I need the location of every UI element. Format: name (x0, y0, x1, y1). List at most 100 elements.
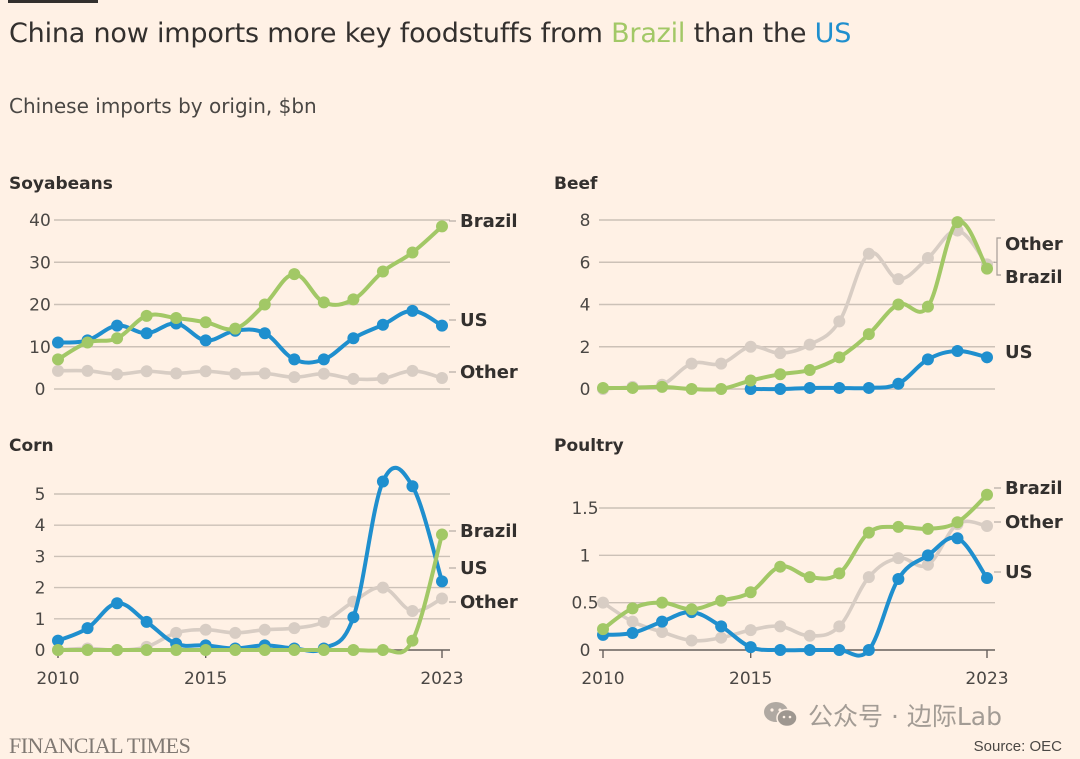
chart-subtitle: Chinese imports by origin, $bn (9, 94, 317, 118)
point-other (803, 338, 816, 351)
panel-title: Beef (554, 174, 598, 194)
point-us (833, 381, 846, 394)
point-brazil (436, 528, 448, 541)
title-us: US (814, 18, 852, 49)
point-other (140, 365, 153, 378)
x-tick-label: 2023 (965, 669, 1008, 689)
point-us (199, 334, 212, 347)
point-us (892, 377, 905, 390)
title-prefix: China now imports more key foodstuffs fr… (9, 18, 612, 49)
title-brazil: Brazil (611, 18, 686, 49)
label-brazil: Brazil (1005, 267, 1063, 288)
point-brazil (347, 293, 360, 306)
y-tick-label: 30 (29, 253, 51, 273)
line-us (56, 465, 444, 654)
x-tick-label: 2023 (420, 669, 463, 689)
point-brazil (803, 363, 816, 376)
y-tick-label: 0 (35, 641, 46, 661)
point-brazil (317, 644, 330, 656)
point-us (347, 332, 360, 345)
point-brazil (81, 336, 94, 349)
y-tick-label: 20 (29, 296, 51, 316)
panel-soyabeans: Soyabeans 0 10 20 30 40 Brazil US Other (9, 174, 518, 400)
point-us (921, 353, 934, 366)
point-other (774, 620, 787, 633)
point-other (199, 365, 212, 378)
ft-logo: FINANCIAL TIMES (9, 733, 191, 758)
point-us (803, 644, 816, 656)
point-other (111, 368, 124, 381)
point-other (981, 519, 993, 532)
point-brazil (597, 623, 609, 636)
point-brazil (656, 596, 669, 609)
label-us: US (460, 310, 488, 331)
point-brazil (774, 560, 787, 573)
point-other (170, 626, 183, 639)
label-us: US (1005, 342, 1033, 363)
point-brazil (376, 644, 389, 656)
point-us (981, 351, 993, 364)
point-us (406, 304, 419, 317)
panel-title: Poultry (554, 436, 624, 456)
series-other (52, 364, 448, 385)
point-us (951, 532, 964, 545)
panel-beef: Beef 0 2 4 6 8 Other Brazil US (554, 174, 1063, 400)
point-other (921, 252, 934, 265)
point-other (170, 367, 183, 380)
x-tick-label: 2010 (581, 669, 624, 689)
source-note: Source: OEC (973, 738, 1062, 755)
point-other (258, 623, 271, 636)
point-other (436, 372, 448, 385)
point-brazil (347, 644, 360, 656)
y-tick-label: 0.5 (571, 594, 598, 614)
point-brazil (715, 383, 728, 395)
point-brazil (406, 634, 419, 647)
point-other (406, 364, 419, 377)
series-us (52, 304, 448, 366)
label-other: Other (460, 362, 518, 383)
point-us (258, 327, 271, 340)
point-brazil (258, 298, 271, 311)
x-tick-label: 2015 (184, 669, 227, 689)
point-brazil (774, 368, 787, 381)
label-brazil: Brazil (460, 521, 518, 542)
point-us (406, 480, 419, 493)
point-other (744, 340, 757, 353)
x-tick-label: 2010 (36, 669, 79, 689)
point-us (892, 573, 905, 585)
point-us (981, 572, 993, 585)
point-brazil (685, 603, 698, 616)
point-brazil (833, 567, 846, 580)
point-us (921, 549, 934, 562)
point-other (892, 273, 905, 286)
y-tick-label: 5 (35, 485, 46, 505)
point-brazil (921, 300, 934, 313)
label-brazil: Brazil (460, 211, 518, 232)
y-tick-label: 8 (580, 211, 591, 231)
y-tick-label: 2 (35, 579, 46, 599)
point-brazil (626, 602, 639, 615)
point-other (376, 372, 389, 385)
y-tick-label: 1 (580, 546, 591, 566)
watermark-text: 公众号 · 边际Lab (808, 702, 1002, 731)
panel-title: Soyabeans (9, 174, 113, 194)
point-brazil (656, 380, 669, 393)
point-brazil (199, 316, 212, 329)
point-other (833, 620, 846, 633)
point-us (774, 383, 787, 395)
point-brazil (862, 328, 875, 341)
point-other (52, 364, 64, 377)
point-us (140, 327, 153, 340)
point-brazil (981, 262, 993, 275)
point-other (715, 357, 728, 370)
point-other (317, 367, 330, 380)
point-brazil (140, 644, 153, 656)
point-brazil (626, 381, 639, 394)
point-us (833, 644, 846, 656)
point-other (347, 372, 360, 385)
label-us: US (460, 558, 488, 579)
y-tick-label: 4 (35, 516, 46, 536)
point-brazil (52, 353, 64, 366)
point-brazil (981, 488, 993, 501)
point-other (862, 247, 875, 260)
